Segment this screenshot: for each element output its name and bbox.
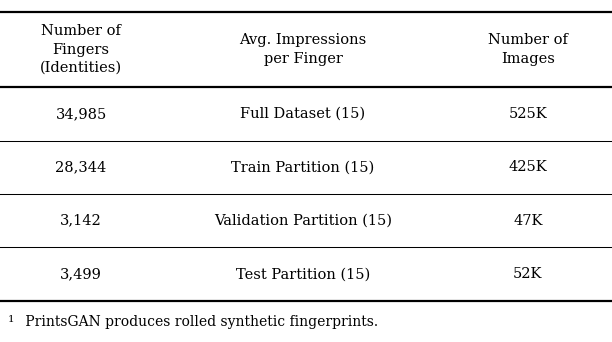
Text: Full Dataset (15): Full Dataset (15)	[241, 107, 365, 121]
Text: 3,142: 3,142	[60, 214, 102, 228]
Text: 1: 1	[7, 315, 14, 324]
Text: 34,985: 34,985	[56, 107, 106, 121]
Text: 47K: 47K	[513, 214, 543, 228]
Text: Avg. Impressions
per Finger: Avg. Impressions per Finger	[239, 33, 367, 66]
Text: 425K: 425K	[509, 160, 547, 174]
Text: 52K: 52K	[513, 267, 543, 281]
Text: 3,499: 3,499	[60, 267, 102, 281]
Text: 28,344: 28,344	[56, 160, 106, 174]
Text: Train Partition (15): Train Partition (15)	[231, 160, 375, 174]
Text: Validation Partition (15): Validation Partition (15)	[214, 214, 392, 228]
Text: Test Partition (15): Test Partition (15)	[236, 267, 370, 281]
Text: PrintsGAN produces rolled synthetic fingerprints.: PrintsGAN produces rolled synthetic fing…	[21, 315, 379, 329]
Text: Number of
Fingers
(Identities): Number of Fingers (Identities)	[40, 24, 122, 75]
Text: Number of
Images: Number of Images	[488, 33, 568, 66]
Text: 525K: 525K	[509, 107, 547, 121]
